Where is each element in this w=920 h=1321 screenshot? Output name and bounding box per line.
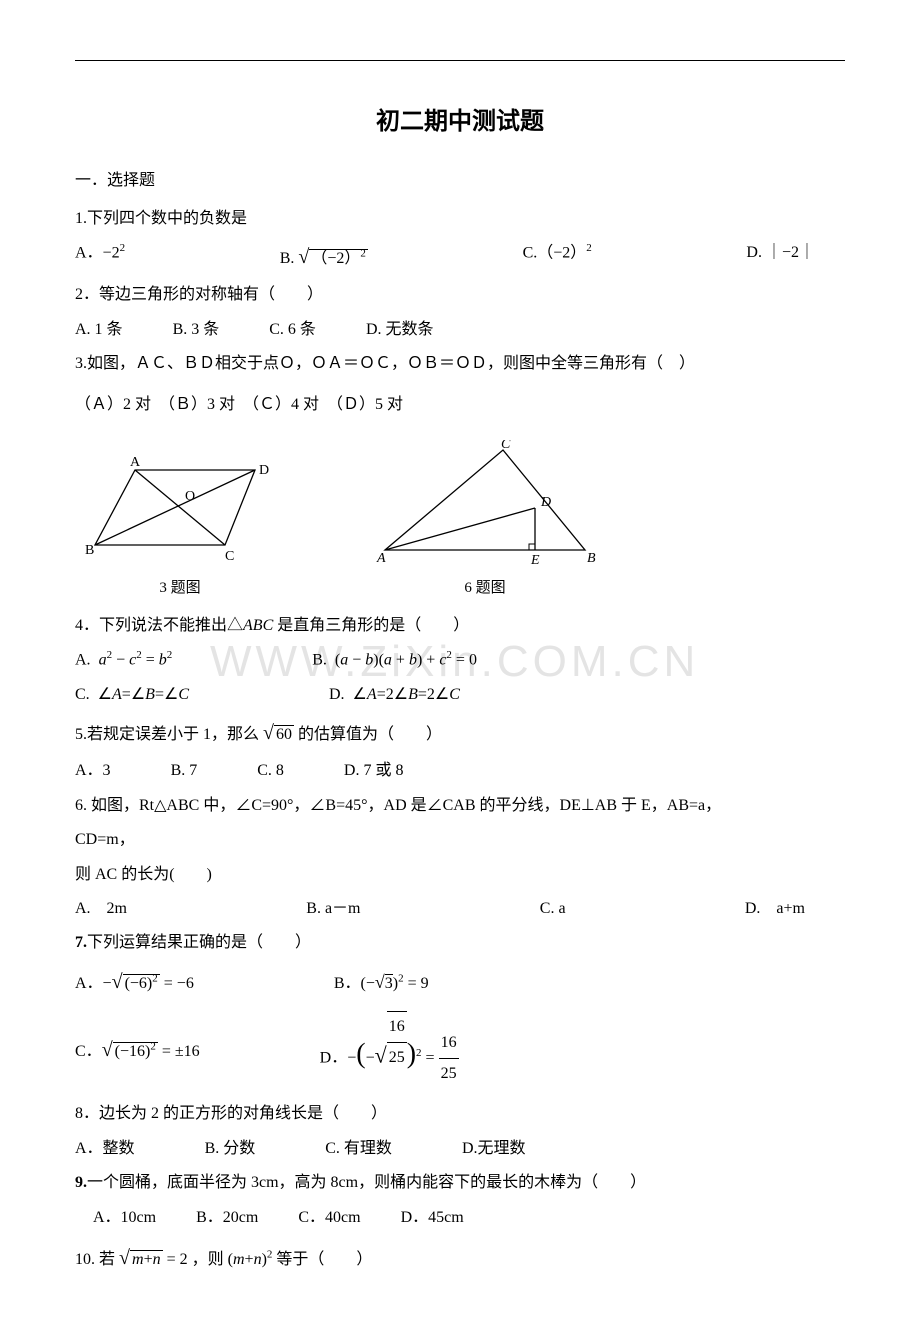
header-rule [75,60,845,61]
q3-stem: 3.如图，ＡＣ、ＢＤ相交于点Ｏ，ＯＡ＝ＯＣ，ＯＢ＝ＯＤ，则图中全等三角形有（ ） [75,349,845,379]
fig6-label-A: A [376,551,386,565]
q6-line1: 6. 如图，Rt△ABC 中，∠C=90°，∠B=45°，AD 是∠CAB 的平… [75,791,845,821]
q4-optC: C. ∠A=∠B=∠C [75,680,189,710]
q9-options: A．10cm B．20cm C．40cm D．45cm [75,1203,845,1233]
q10-stem: 10. 若 √m+n = 2 ，则 (m+n)2 等于（ ） [75,1239,845,1277]
q10-prefix: 10. 若 [75,1251,115,1268]
q7-stem: 7.下列运算结果正确的是（ ） [75,928,845,958]
q9-stem: 9.一个圆桶，底面半径为 3cm，高为 8cm，则桶内能容下的最长的木棒为（ ） [75,1168,845,1198]
fig3-label-O: O [185,489,195,504]
q9-optB: B．20cm [196,1203,258,1233]
q10-suffix: 等于（ ） [276,1251,372,1268]
q2-options: A. 1 条 B. 3 条 C. 6 条 D. 无数条 [75,315,845,345]
figure-6: A B C D E 6 题图 [365,440,605,597]
figure3-svg: A D B C O [75,450,285,565]
q1-options: A．−22 B. √（−2）2 C.（−2）2 D. ｜−2｜ [75,238,845,276]
q8-optB: B. 分数 [205,1134,256,1164]
q9-optD: D．45cm [401,1203,464,1233]
q9-optA: A．10cm [93,1203,156,1233]
q8-optD: D.无理数 [462,1134,526,1164]
q5-stem: 5.若规定误差小于 1，那么 √60 的估算值为（ ） [75,714,845,752]
q7-optB: B．(−√3)2 = 9 [334,965,429,999]
q7-row1: A．−√(−6)2 = −6 B．(−√3)2 = 9 [75,963,845,1001]
q7-row2: C．√(−16)2 = ±16 D．−(−√1625)2 = 1625 [75,1011,845,1090]
q4-row1: A. a2 − c2 = b2 B. (a − b)(a + b) + c2 =… [75,645,845,676]
q8-options: A．整数 B. 分数 C. 有理数 D.无理数 [75,1134,845,1164]
q2-optA: A. 1 条 [75,315,123,345]
fig3-label-B: B [85,543,94,558]
fig6-label-C: C [501,440,511,452]
fig3-label-D: D [259,463,269,478]
q6-line2: CD=m， [75,825,845,855]
fig6-label-E: E [530,553,540,565]
page-title: 初二期中测试题 [75,101,845,136]
q8-optA: A．整数 [75,1134,135,1164]
q8-optC: C. 有理数 [325,1134,392,1164]
figure6-svg: A B C D E [365,440,605,565]
q9-optC: C．40cm [298,1203,360,1233]
q5-suffix: 的估算值为（ ） [298,726,442,743]
q7-optC: C．√(−16)2 = ±16 [75,1031,200,1069]
q6-optC: C. a [540,894,566,924]
q7-optD: D．−(−√1625)2 = 1625 [320,1011,459,1090]
figure-3: A D B C O 3 题图 [75,450,285,597]
fig3-label-C: C [225,549,234,564]
q5-optA: A．3 [75,756,111,786]
q4-optB: B. (a − b)(a + b) + c2 = 0 [312,645,477,676]
section-heading: 一．选择题 [75,166,845,190]
q6-line3: 则 AC 的长为( ) [75,860,845,890]
q5-radicand: 60 [274,725,294,743]
figure6-caption: 6 题图 [365,576,605,597]
fig6-label-D: D [540,495,551,510]
q5-options: A．3 B. 7 C. 8 D. 7 或 8 [75,756,845,786]
q7-optA: A．−√(−6)2 = −6 [75,963,194,1001]
q8-stem: 8．边长为 2 的正方形的对角线长是（ ） [75,1099,845,1129]
q5-prefix: 5.若规定误差小于 1，那么 [75,726,259,743]
q6-options: A. 2m B. a－m C. a D. a+m [75,894,845,924]
q5-optC: C. 8 [257,756,284,786]
q5-optD: D. 7 或 8 [344,756,404,786]
q1-optD: D. ｜−2｜ [746,238,815,276]
figure-row: A D B C O 3 题图 A B C D E 6 题图 [75,440,845,597]
q4-optA: A. a2 − c2 = b2 [75,645,172,676]
q2-optB: B. 3 条 [173,315,220,345]
q4-row2: C. ∠A=∠B=∠C D. ∠A=2∠B=2∠C [75,680,845,710]
q6-optA: A. 2m [75,894,127,924]
fig6-label-B: B [587,551,596,565]
q3-options: （Ａ）2 对 （Ｂ）3 对 （Ｃ）4 对 （Ｄ）5 对 [75,390,845,420]
q2-optD: D. 无数条 [366,315,434,345]
q2-optC: C. 6 条 [269,315,316,345]
q2-stem: 2．等边三角形的对称轴有（ ） [75,280,845,310]
figure3-caption: 3 题图 [75,576,285,597]
q4-optD: D. ∠A=2∠B=2∠C [329,680,460,710]
q1-stem: 1.下列四个数中的负数是 [75,204,845,234]
q6-optB: B. a－m [306,894,360,924]
q1-optA: A．−22 [75,238,125,276]
q5-optB: B. 7 [171,756,198,786]
q6-optD: D. a+m [745,894,805,924]
q10-mid2: ，则 [192,1251,224,1268]
fig3-label-A: A [130,455,141,470]
q4-stem: 4．下列说法不能推出△ABC 是直角三角形的是（ ） [75,611,845,641]
q1-optC: C.（−2）2 [523,238,592,276]
page-content: 初二期中测试题 一．选择题 1.下列四个数中的负数是 A．−22 B. √（−2… [75,101,845,1277]
q1-optB: B. √（−2）2 [280,238,368,276]
